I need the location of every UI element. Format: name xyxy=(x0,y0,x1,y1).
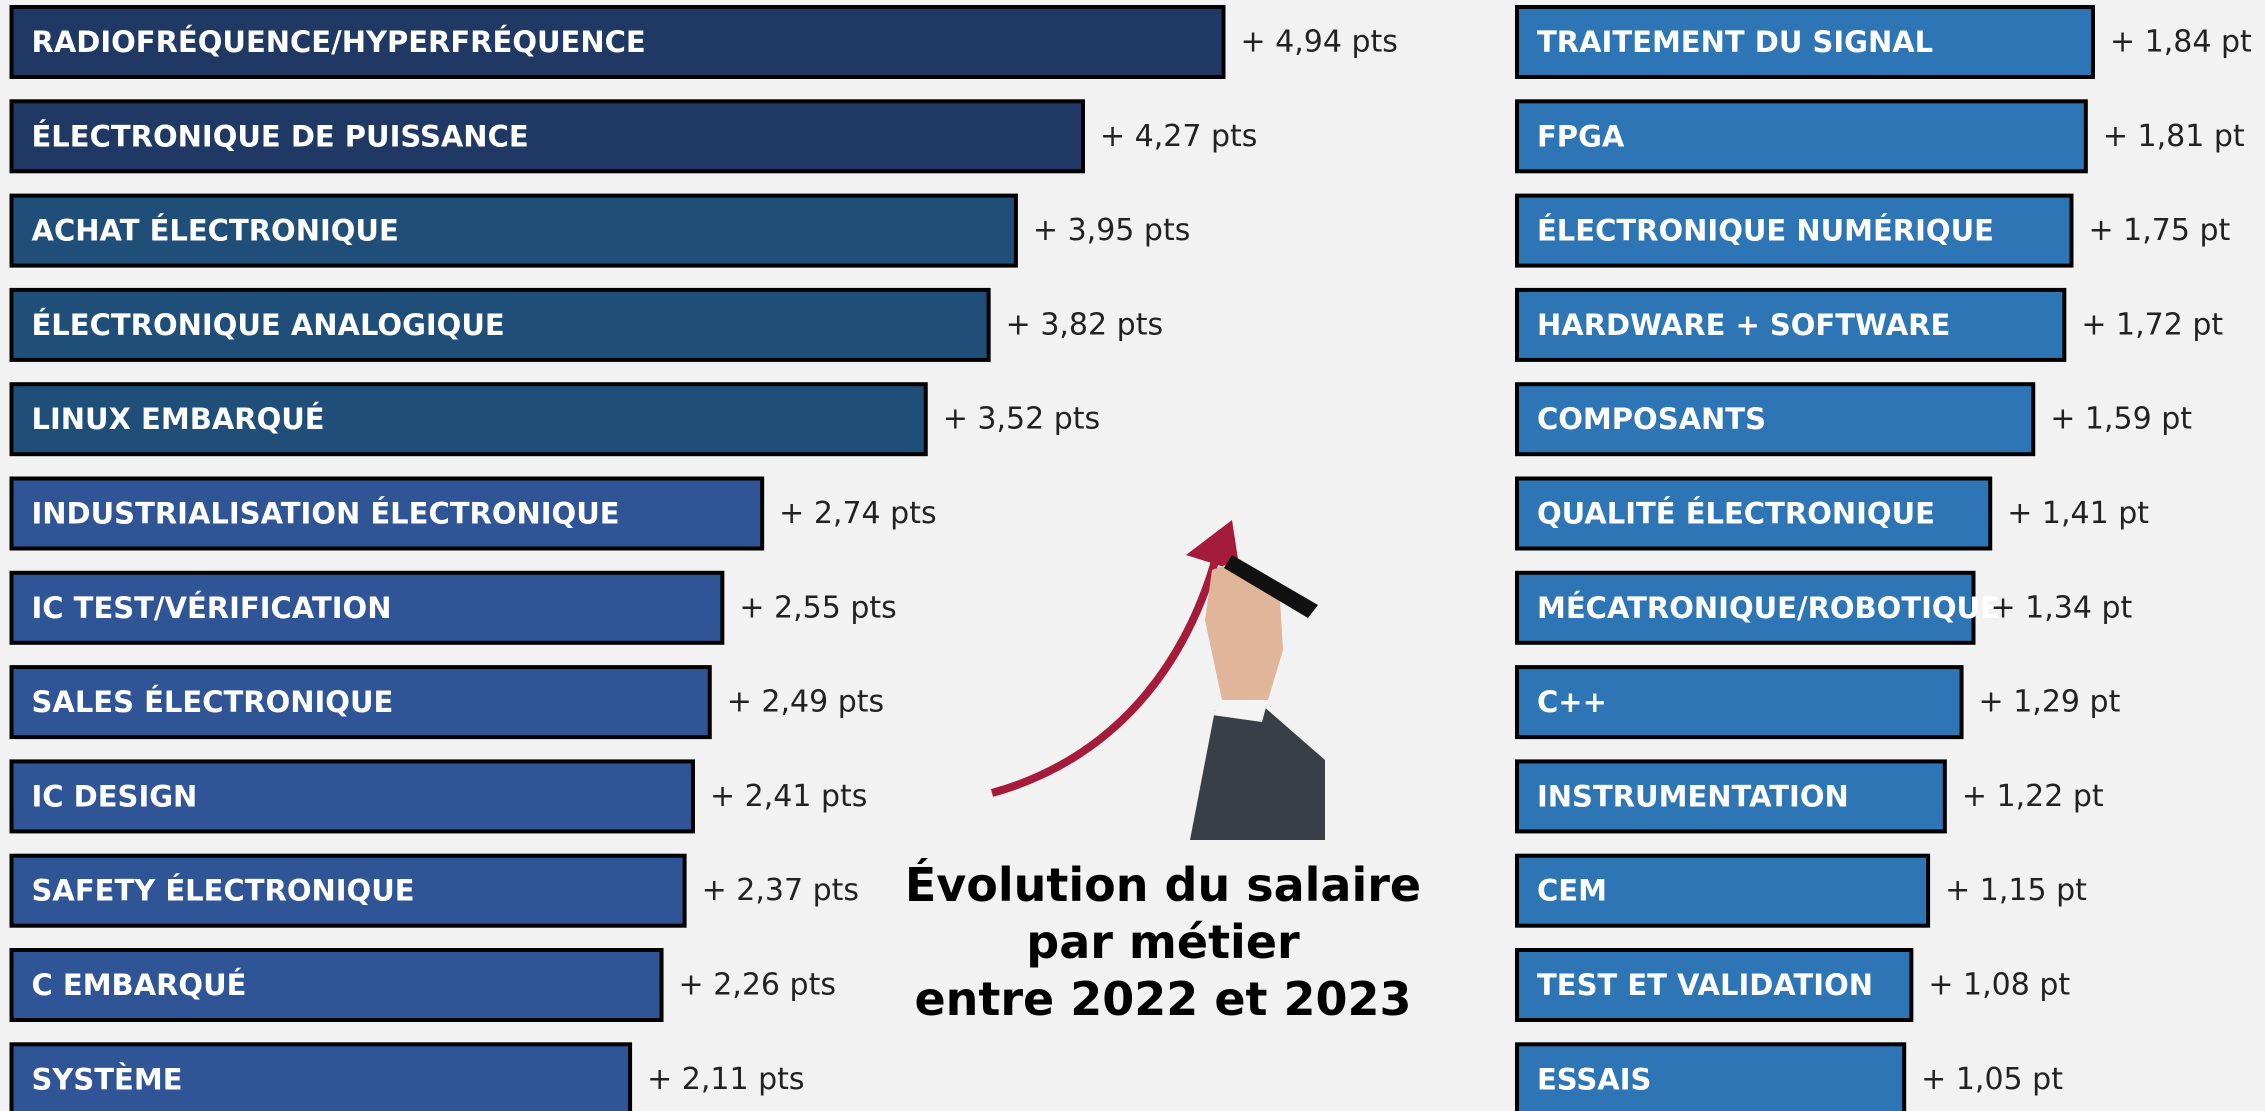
value-label: + 1,22 pt xyxy=(1962,779,2104,814)
chart: RADIOFRÉQUENCE/HYPERFRÉQUENCE + 4,94 pts É… xyxy=(0,0,2265,1111)
category-label: HARDWARE + SOFTWARE xyxy=(1537,308,1950,342)
category-label: SALES ÉLECTRONIQUE xyxy=(32,685,394,719)
value-label: + 2,41 pts xyxy=(710,779,867,814)
category-label: ACHAT ÉLECTRONIQUE xyxy=(32,214,399,248)
category-label: CEM xyxy=(1537,874,1607,908)
value-label: + 1,05 pt xyxy=(1921,1062,2063,1097)
category-label: IC TEST/VÉRIFICATION xyxy=(32,591,392,625)
category-label: ÉLECTRONIQUE DE PUISSANCE xyxy=(32,119,529,153)
value-label: + 4,27 pts xyxy=(1100,119,1257,154)
page: RADIOFRÉQUENCE/HYPERFRÉQUENCE + 4,94 pts É… xyxy=(0,0,2265,1111)
value-label: + 2,26 pts xyxy=(679,968,836,1003)
category-label: ÉLECTRONIQUE ANALOGIQUE xyxy=(32,308,505,342)
category-label: FPGA xyxy=(1537,119,1625,153)
category-label: INSTRUMENTATION xyxy=(1537,779,1849,813)
value-label: + 1,59 pt xyxy=(2050,402,2192,437)
value-label: + 2,37 pts xyxy=(702,873,859,908)
value-label: + 2,49 pts xyxy=(727,685,884,720)
value-label: + 1,15 pt xyxy=(1945,873,2087,908)
value-label: + 1,72 pt xyxy=(2081,307,2223,342)
category-label: C++ xyxy=(1537,685,1607,719)
category-label: SAFETY ÉLECTRONIQUE xyxy=(32,874,415,908)
category-label: IC DESIGN xyxy=(32,779,198,813)
chart-title: par métier xyxy=(1026,915,1300,969)
category-label: C EMBARQUÉ xyxy=(32,968,247,1002)
category-label: QUALITÉ ÉLECTRONIQUE xyxy=(1537,497,1935,531)
value-label: + 2,74 pts xyxy=(779,496,936,531)
category-label: TEST ET VALIDATION xyxy=(1537,968,1873,1002)
chart-title: entre 2022 et 2023 xyxy=(914,972,1411,1026)
value-label: + 1,75 pt xyxy=(2088,213,2230,248)
category-label: ÉLECTRONIQUE NUMÉRIQUE xyxy=(1537,214,1994,248)
illustration xyxy=(992,520,1325,840)
value-label: + 2,11 pts xyxy=(647,1062,804,1097)
category-label: SYSTÈME xyxy=(32,1062,183,1096)
sleeve xyxy=(1190,705,1325,840)
value-label: + 3,82 pts xyxy=(1006,307,1163,342)
category-label: TRAITEMENT DU SIGNAL xyxy=(1537,25,1933,59)
category-label: COMPOSANTS xyxy=(1537,402,1766,436)
category-label: RADIOFRÉQUENCE/HYPERFRÉQUENCE xyxy=(32,25,646,59)
chart-title: Évolution du salaire xyxy=(905,858,1421,912)
value-label: + 3,95 pts xyxy=(1033,213,1190,248)
category-label: INDUSTRIALISATION ÉLECTRONIQUE xyxy=(32,497,620,531)
value-label: + 4,94 pts xyxy=(1241,25,1398,60)
trend-arrow xyxy=(992,535,1222,793)
value-label: + 1,34 pt xyxy=(1990,590,2132,625)
category-label: LINUX EMBARQUÉ xyxy=(32,402,325,436)
value-label: + 3,52 pts xyxy=(943,402,1100,437)
value-label: + 1,84 pt xyxy=(2110,25,2252,60)
category-label: MÉCATRONIQUE/ROBOTIQUE xyxy=(1537,591,2000,625)
value-label: + 1,08 pt xyxy=(1928,968,2070,1003)
category-label: ESSAIS xyxy=(1537,1062,1651,1096)
value-label: + 1,29 pt xyxy=(1979,685,2121,720)
value-label: + 1,41 pt xyxy=(2007,496,2149,531)
value-label: + 1,81 pt xyxy=(2103,119,2245,154)
value-label: + 2,55 pts xyxy=(739,590,896,625)
